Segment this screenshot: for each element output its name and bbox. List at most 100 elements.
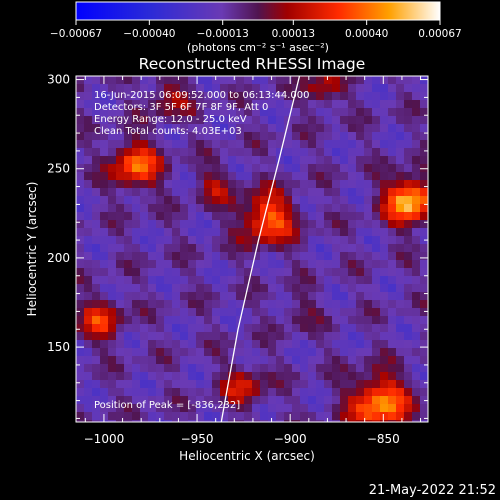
heatmap-cell <box>284 396 292 404</box>
heatmap-cell <box>172 100 180 108</box>
heatmap-cell <box>124 116 132 124</box>
heatmap-cell <box>348 292 356 300</box>
heatmap-cell <box>156 364 164 372</box>
heatmap-cell <box>364 212 372 220</box>
heatmap-cell <box>116 316 124 324</box>
heatmap-cell <box>172 348 180 356</box>
heatmap-cell <box>164 236 172 244</box>
heatmap-cell <box>228 172 236 180</box>
heatmap-cell <box>228 292 236 300</box>
heatmap-cell <box>372 380 380 388</box>
heatmap-cell <box>340 340 348 348</box>
heatmap-cell <box>300 404 308 412</box>
heatmap-cell <box>84 348 92 356</box>
heatmap-cell <box>332 316 340 324</box>
heatmap-cell <box>340 244 348 252</box>
heatmap-cell <box>300 84 308 92</box>
heatmap-cell <box>188 292 196 300</box>
heatmap-cell <box>404 132 412 140</box>
heatmap-cell <box>196 356 204 364</box>
heatmap-cell <box>108 300 116 308</box>
heatmap-cell <box>388 364 396 372</box>
heatmap-cell <box>380 372 388 380</box>
heatmap-cell <box>244 348 252 356</box>
heatmap-cell <box>124 100 132 108</box>
heatmap-cell <box>404 220 412 228</box>
heatmap-cell <box>340 148 348 156</box>
heatmap-cell <box>364 316 372 324</box>
heatmap-cell <box>196 292 204 300</box>
heatmap-cell <box>284 228 292 236</box>
heatmap-cell <box>92 108 100 116</box>
heatmap-cell <box>260 172 268 180</box>
heatmap-cell <box>164 252 172 260</box>
heatmap-cell <box>404 356 412 364</box>
heatmap-cell <box>140 180 148 188</box>
heatmap-cell <box>164 132 172 140</box>
heatmap-cell <box>420 148 428 156</box>
heatmap-cell <box>180 348 188 356</box>
heatmap-cell <box>284 356 292 364</box>
heatmap-cell <box>380 268 388 276</box>
heatmap-cell <box>340 332 348 340</box>
heatmap-cell <box>156 388 164 396</box>
heatmap-cell <box>348 332 356 340</box>
heatmap-cell <box>236 124 244 132</box>
heatmap-cell <box>364 332 372 340</box>
heatmap-cell <box>124 268 132 276</box>
heatmap-cell <box>284 388 292 396</box>
heatmap-cell <box>316 404 324 412</box>
heatmap-cell <box>236 404 244 412</box>
heatmap-cell <box>212 364 220 372</box>
heatmap-cell <box>388 284 396 292</box>
heatmap-cell <box>196 180 204 188</box>
heatmap-cell <box>140 388 148 396</box>
heatmap-cell <box>148 364 156 372</box>
heatmap-cell <box>188 204 196 212</box>
heatmap-cell <box>420 252 428 260</box>
heatmap-cell <box>284 212 292 220</box>
heatmap-cell <box>404 100 412 108</box>
annotation-energy-range: Energy Range: 12.0 - 25.0 keV <box>94 114 247 125</box>
heatmap-cell <box>92 116 100 124</box>
heatmap-cell <box>332 132 340 140</box>
heatmap-cell <box>356 204 364 212</box>
heatmap-cell <box>252 180 260 188</box>
heatmap-cell <box>396 396 404 404</box>
heatmap-cell <box>308 156 316 164</box>
heatmap-cell <box>380 156 388 164</box>
heatmap-cell <box>204 180 212 188</box>
heatmap-cell <box>180 404 188 412</box>
heatmap-cell <box>212 124 220 132</box>
heatmap-cell <box>316 92 324 100</box>
heatmap-cell <box>260 140 268 148</box>
heatmap-cell <box>356 124 364 132</box>
heatmap-cell <box>356 340 364 348</box>
heatmap-cell <box>196 148 204 156</box>
heatmap-cell <box>364 404 372 412</box>
x-tick-label: −950 <box>181 432 214 446</box>
heatmap-cell <box>156 340 164 348</box>
heatmap-cell <box>196 308 204 316</box>
heatmap-cell <box>364 356 372 364</box>
heatmap-cell <box>412 244 420 252</box>
heatmap-cell <box>300 396 308 404</box>
heatmap-cell <box>284 204 292 212</box>
heatmap-cell <box>228 124 236 132</box>
heatmap-cell <box>348 412 356 420</box>
heatmap-cell <box>420 100 428 108</box>
heatmap-cell <box>76 180 84 188</box>
heatmap-cell <box>124 244 132 252</box>
heatmap-cell <box>196 396 204 404</box>
heatmap-cell <box>196 332 204 340</box>
heatmap-cell <box>116 220 124 228</box>
heatmap-cell <box>156 260 164 268</box>
heatmap-cell <box>132 244 140 252</box>
heatmap-cell <box>260 412 268 420</box>
heatmap-cell <box>244 324 252 332</box>
heatmap-cell <box>292 332 300 340</box>
heatmap-cell <box>372 316 380 324</box>
heatmap-cell <box>164 164 172 172</box>
heatmap-cell <box>132 100 140 108</box>
heatmap-cell <box>164 380 172 388</box>
